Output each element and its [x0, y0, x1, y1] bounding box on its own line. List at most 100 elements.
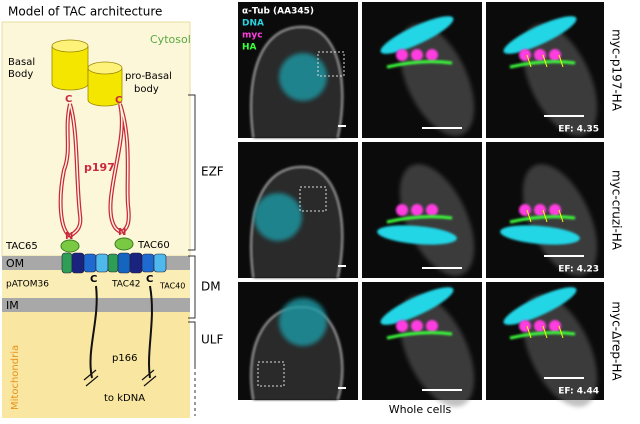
label: TAC65: [5, 241, 38, 252]
channel-label: HA: [242, 43, 257, 53]
label: p166: [112, 353, 137, 364]
inset-box: [317, 51, 345, 77]
ef-label: EF: 4.44: [558, 387, 599, 397]
tac65: [60, 239, 80, 253]
cytosol-label: Cytosol: [150, 33, 191, 46]
myc: [396, 320, 408, 332]
myc: [411, 204, 423, 216]
distance: [526, 54, 532, 68]
kdna: [500, 225, 580, 245]
label: body: [134, 84, 159, 95]
bracket-label: DM: [201, 280, 221, 294]
panel: [238, 142, 358, 279]
model-title: Model of TAC architecture: [8, 5, 162, 19]
n-label: N: [65, 231, 73, 242]
ef-label: EF: 4.35: [558, 125, 599, 135]
ha: [386, 215, 453, 224]
nucleus: [279, 53, 327, 101]
label: to kDNA: [104, 393, 145, 404]
label: TAC60: [137, 240, 170, 251]
mito-label: Mitochondria: [10, 345, 21, 410]
c-label: C: [90, 274, 97, 285]
myc: [519, 49, 531, 61]
distance: [526, 325, 532, 339]
label: pro-Basal: [125, 71, 172, 82]
row-label: myc-cruzi-HA: [610, 170, 624, 251]
tac60: [114, 237, 134, 251]
row-label: myc-Δrep-HA: [610, 301, 624, 381]
bracket-label: EZF: [201, 165, 224, 179]
distance: [542, 209, 548, 223]
kdna: [377, 225, 457, 245]
p197: [58, 103, 131, 238]
c-label: C: [65, 94, 72, 105]
p166: [83, 285, 157, 387]
myc: [411, 49, 423, 61]
ha: [386, 331, 453, 340]
kdna: [380, 287, 454, 325]
label: OM: [6, 257, 24, 270]
distance: [558, 325, 564, 339]
ha: [509, 60, 576, 69]
label: Basal: [8, 57, 35, 68]
inset-box: [299, 186, 327, 212]
myc: [411, 320, 423, 332]
panel: EF: 4.35: [486, 2, 604, 138]
distance: [558, 209, 564, 223]
kdna: [503, 287, 577, 325]
panel: EF: 4.23: [486, 142, 604, 278]
myc: [426, 49, 438, 61]
label: TAC40: [159, 282, 185, 291]
myc: [519, 204, 531, 216]
inset-box: [257, 361, 285, 387]
myc: [549, 49, 561, 61]
channel-label: DNA: [242, 19, 264, 29]
label: IM: [6, 299, 19, 312]
n-label: N: [118, 227, 126, 238]
c-label: C: [115, 95, 122, 106]
myc: [534, 320, 546, 332]
row-label: myc-p197-HA: [610, 29, 624, 112]
p197-label: p197: [84, 161, 115, 174]
basal-body: [51, 39, 123, 107]
myc: [426, 204, 438, 216]
tac-model: Model of TAC architecture Cytosol Basal …: [1, 5, 224, 418]
micrographs: EF: 4.35 myc-p197-HA EF: 4.23 myc-cruzi-HA E…: [238, 2, 624, 416]
ha: [386, 60, 453, 69]
tubulin: [522, 164, 598, 276]
channel-label: α-Tub (AA345): [242, 7, 314, 17]
panel: [238, 282, 358, 401]
tubulin: [399, 164, 475, 276]
channel-label: myc: [242, 31, 263, 41]
myc: [534, 204, 546, 216]
matrix: [2, 312, 190, 418]
ef-label: EF: 4.23: [558, 265, 599, 275]
bracket-label: ULF: [201, 333, 223, 347]
label: pATOM36: [6, 280, 49, 290]
cytosol: [1, 21, 191, 257]
ha: [509, 331, 576, 340]
myc: [426, 320, 438, 332]
label: TAC42: [111, 280, 141, 290]
panel: EF: 4.44: [486, 282, 604, 407]
panel: [362, 2, 482, 138]
footer: Whole cells: [389, 403, 452, 416]
myc: [549, 204, 561, 216]
distance: [558, 54, 564, 68]
brackets: [188, 94, 196, 416]
panel: [238, 2, 358, 139]
myc: [549, 320, 561, 332]
nucleus: [279, 298, 327, 346]
label: Body: [8, 69, 33, 80]
kdna: [380, 16, 454, 54]
myc: [396, 49, 408, 61]
distance: [526, 209, 532, 223]
c-label: C: [146, 274, 153, 285]
myc: [519, 320, 531, 332]
panel: [362, 282, 482, 407]
kdna: [503, 16, 577, 54]
myc: [534, 49, 546, 61]
nucleus: [254, 193, 302, 241]
ha: [509, 215, 576, 224]
